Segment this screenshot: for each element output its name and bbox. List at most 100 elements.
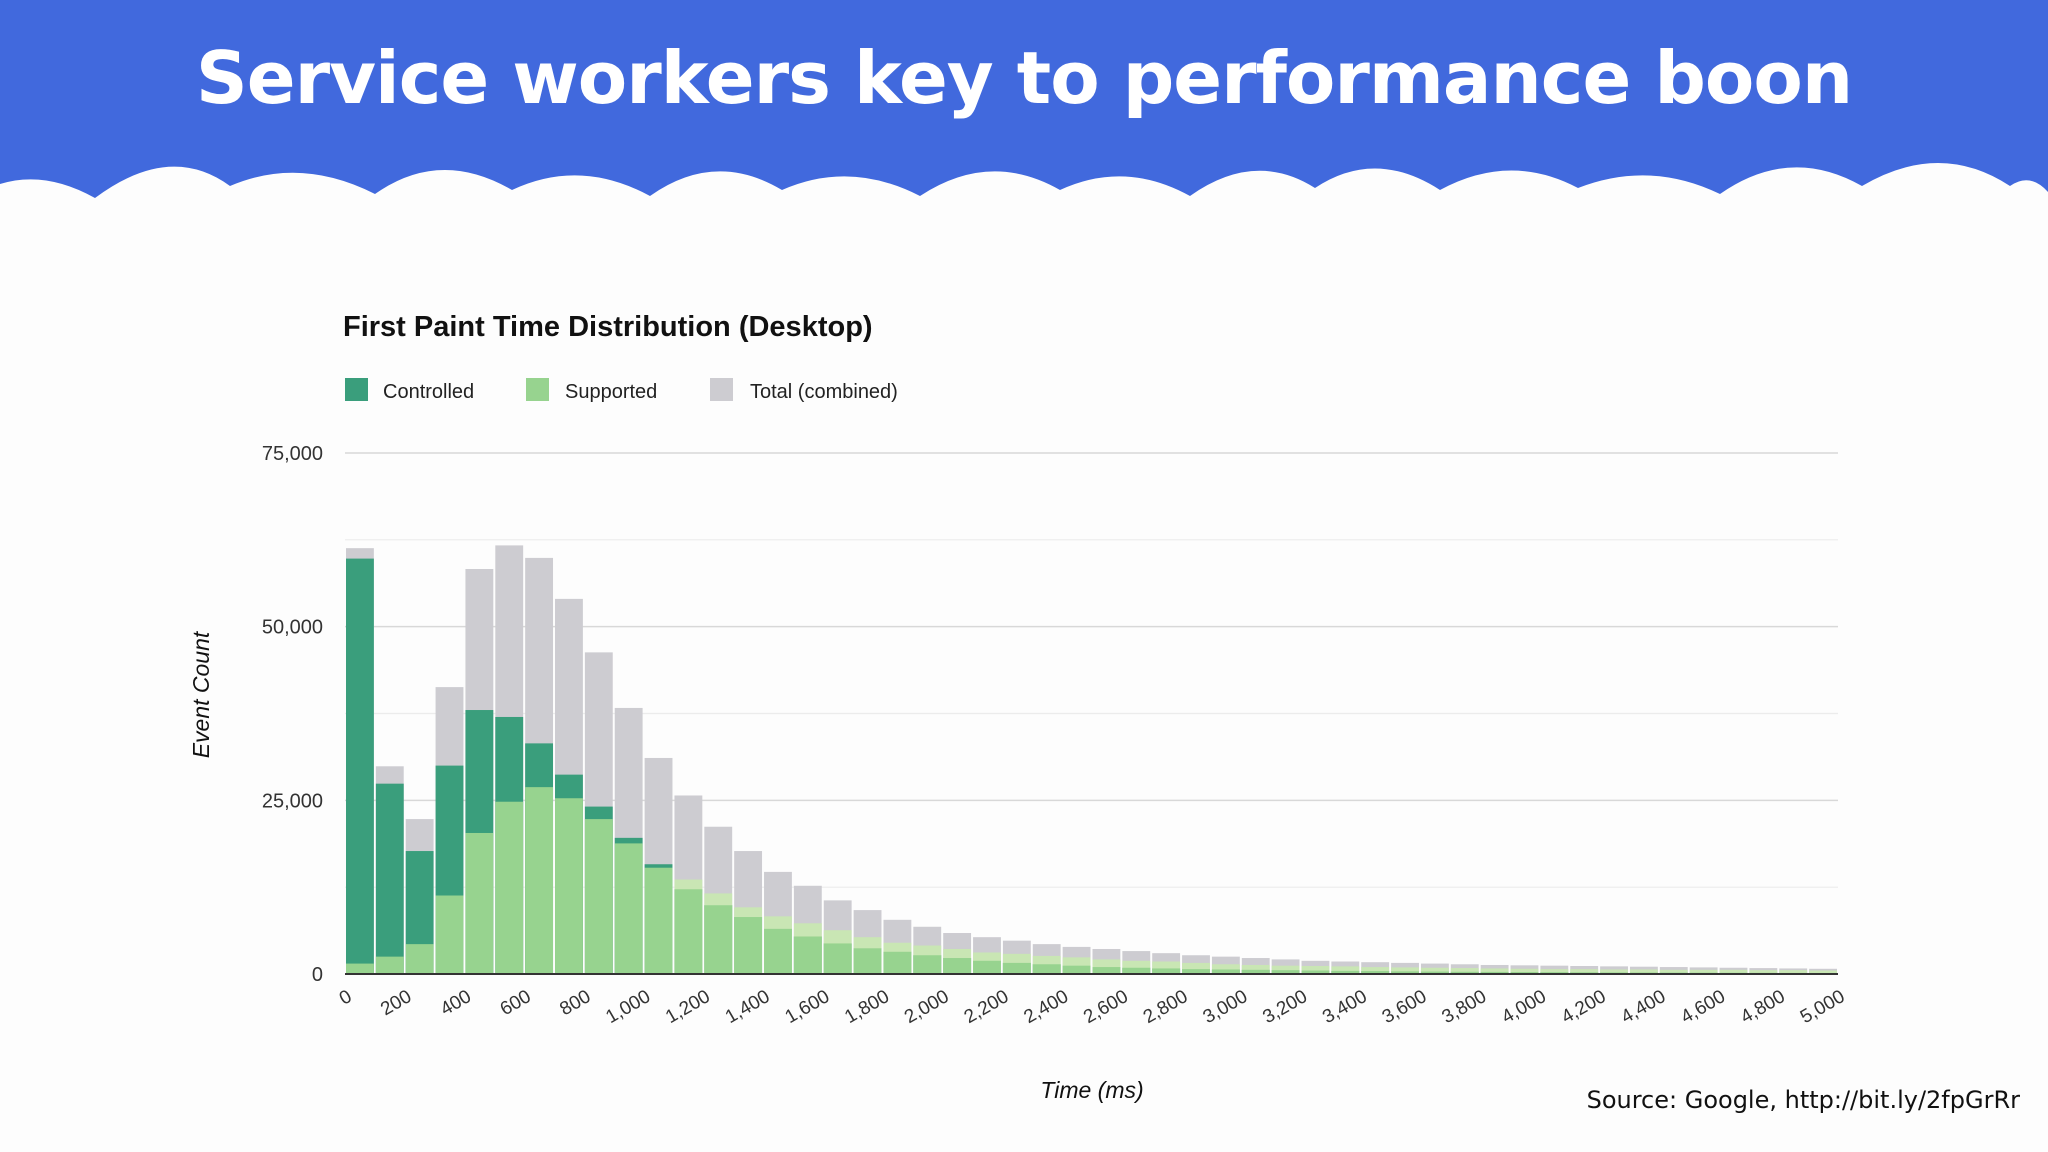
bar-supported-overlap — [1271, 970, 1300, 974]
bar-supported-overlap — [1480, 971, 1509, 974]
x-tick-label: 4,400 — [1618, 986, 1670, 1028]
bar-supported-overlap — [913, 955, 942, 974]
bar-supported-overlap — [1241, 969, 1270, 974]
x-tick-label: 3,600 — [1379, 986, 1431, 1028]
bar-supported-overlap — [1182, 969, 1210, 974]
x-tick-label: 600 — [497, 986, 535, 1020]
bar-supported — [1779, 970, 1808, 974]
bar-supported-overlap — [1391, 971, 1419, 974]
x-tick-label: 3,000 — [1200, 986, 1252, 1028]
bar-supported-overlap — [943, 958, 972, 974]
x-tick-label: 800 — [556, 986, 594, 1020]
bar-supported — [1510, 968, 1539, 974]
bar-supported-overlap — [973, 960, 1001, 974]
header-banner: Service workers key to performance boon — [0, 0, 2048, 240]
bar-supported-overlap — [1420, 971, 1449, 974]
bar-supported-overlap — [793, 936, 822, 974]
x-tick-label: 1,800 — [841, 986, 893, 1028]
x-tick-label: 1,200 — [662, 986, 714, 1028]
bar-supported — [614, 843, 643, 974]
bar-supported-overlap — [883, 951, 912, 974]
bar-supported — [1301, 966, 1330, 974]
bar-supported — [1629, 969, 1658, 974]
legend-label-supported: Supported — [565, 381, 657, 403]
legend-swatch-controlled — [345, 378, 368, 401]
bar-supported-overlap — [1092, 967, 1121, 974]
bar-supported — [375, 956, 404, 974]
bar-supported-overlap — [1211, 969, 1240, 974]
x-tick-label: 1,400 — [722, 986, 774, 1028]
y-axis-tick-labels: 0 25,000 50,000 75,000 — [262, 443, 323, 986]
y-tick-label: 25,000 — [262, 790, 323, 812]
x-tick-label: 1,000 — [602, 986, 654, 1028]
bar-supported — [1331, 966, 1360, 974]
bar-supported-overlap — [1301, 970, 1330, 974]
chart-title: First Paint Time Distribution (Desktop) — [343, 311, 873, 343]
bar-controlled — [375, 783, 404, 974]
bar-supported-overlap — [764, 928, 792, 974]
bar-supported — [1659, 969, 1688, 974]
bar-supported — [1719, 969, 1748, 974]
x-tick-label: 400 — [437, 986, 475, 1020]
x-tick-label: 2,800 — [1140, 986, 1192, 1028]
legend-swatch-total — [710, 378, 733, 401]
x-tick-label: 3,400 — [1319, 986, 1371, 1028]
y-axis-label: Event Count — [188, 630, 214, 758]
slide-title: Service workers key to performance boon — [195, 36, 1853, 120]
source-note: Source: Google, http://bit.ly/2fpGrRr — [1586, 1086, 2020, 1114]
banner-background — [0, 0, 2048, 198]
legend-label-total: Total (combined) — [750, 381, 898, 403]
bar-supported — [1480, 968, 1509, 974]
x-tick-label: 4,800 — [1737, 986, 1789, 1028]
cloud-banner — [0, 0, 2048, 198]
bar-supported — [435, 895, 464, 974]
bar-controlled — [346, 558, 374, 974]
bar-supported — [525, 787, 554, 974]
x-tick-label: 1,600 — [782, 986, 834, 1028]
bar-supported — [346, 963, 374, 974]
bar-supported-overlap — [1331, 970, 1360, 974]
bar-supported-overlap — [1062, 965, 1091, 974]
bar-supported — [1540, 969, 1569, 974]
bar-supported-overlap — [734, 917, 763, 974]
bar-supported — [1241, 964, 1270, 974]
bar-supported — [1271, 965, 1300, 974]
x-tick-label: 2,000 — [901, 986, 953, 1028]
bar-supported — [584, 819, 613, 974]
bar-supported-overlap — [1122, 967, 1151, 974]
bar-supported — [1182, 962, 1210, 974]
bar-supported — [1600, 969, 1628, 974]
bar-supported-overlap — [1152, 968, 1181, 974]
bar-supported — [405, 944, 434, 974]
bar-supported — [1361, 967, 1390, 974]
bar-supported — [1211, 964, 1240, 974]
x-tick-label: 4,000 — [1498, 986, 1550, 1028]
bar-supported — [1420, 967, 1449, 974]
bar-supported-overlap — [853, 948, 882, 974]
bar-supported — [1689, 969, 1718, 974]
x-axis-tick-labels: 0 200 400 600 800 1,000 1,200 1,400 1,600 1,800 2,… — [336, 986, 1849, 1028]
x-tick-label: 3,800 — [1439, 986, 1491, 1028]
bar-supported — [465, 832, 494, 974]
bar-supported-overlap — [704, 905, 733, 974]
bar-supported-overlap — [1361, 971, 1390, 974]
bar-supported-overlap — [1450, 971, 1479, 974]
bar-supported — [495, 801, 524, 974]
y-tick-label: 75,000 — [262, 443, 323, 465]
x-tick-label: 2,200 — [961, 986, 1013, 1028]
y-tick-label: 50,000 — [262, 617, 323, 639]
bar-supported — [644, 867, 673, 974]
legend-swatch-supported — [526, 378, 549, 401]
bar-supported-overlap — [674, 889, 703, 974]
bar-supported — [1391, 967, 1419, 974]
y-tick-label: 0 — [312, 964, 323, 986]
bar-supported-overlap — [823, 943, 852, 974]
bar-supported — [555, 798, 583, 974]
bar-supported-overlap — [1032, 964, 1061, 974]
legend-label-controlled: Controlled — [383, 381, 474, 403]
x-tick-label: 3,200 — [1259, 986, 1311, 1028]
x-axis-label: Time (ms) — [1040, 1077, 1143, 1103]
x-tick-label: 2,400 — [1020, 986, 1072, 1028]
legend: Controlled Supported Total (combined) — [345, 378, 898, 403]
